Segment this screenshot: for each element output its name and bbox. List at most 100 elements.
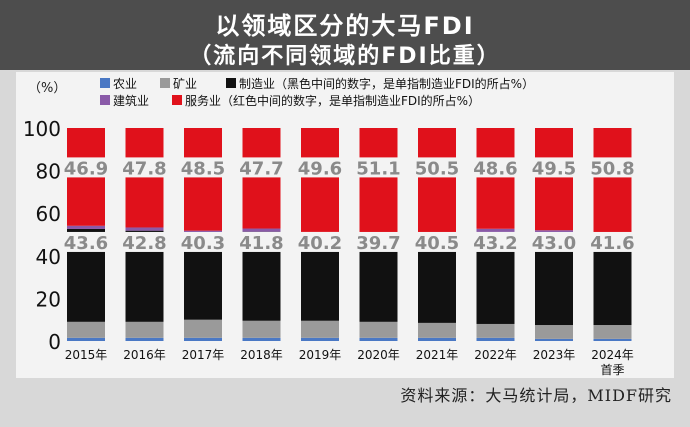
data-label: 39.7 [356, 233, 400, 254]
legend-swatch [172, 95, 182, 105]
chart-subtitle: （流向不同领域的FDI比重） [189, 44, 501, 69]
legend-label: 矿业 [173, 77, 197, 91]
bar-segment [242, 128, 281, 229]
label-band [297, 157, 343, 178]
y-tick-label: 40 [36, 245, 61, 269]
data-label: 40.2 [298, 233, 342, 254]
label-band [63, 231, 109, 252]
bar-segment [418, 337, 456, 341]
bar-segment [593, 128, 632, 234]
label-band [414, 231, 460, 252]
label-band [180, 157, 226, 178]
legend-label: 农业 [113, 77, 137, 91]
x-tick-label: 2021年 [416, 348, 459, 362]
label-band [355, 157, 402, 178]
bar-segment [125, 321, 164, 338]
bar-segment [67, 321, 105, 338]
bar-segment [535, 230, 573, 234]
legend-swatch [226, 78, 236, 88]
data-label: 43.2 [473, 233, 517, 254]
bar-segment [301, 128, 339, 232]
data-label: 43.0 [532, 233, 576, 254]
bar-segment [125, 337, 164, 341]
label-band [238, 231, 285, 252]
bar-segment [418, 128, 456, 234]
label-band [180, 231, 226, 252]
bar-segment [535, 325, 573, 339]
bar-segment [184, 319, 222, 338]
bar-segment [418, 322, 456, 338]
bar-segment [184, 337, 222, 341]
legend-label: 建筑业 [113, 93, 149, 108]
label-band [121, 231, 168, 252]
label-band [121, 157, 168, 178]
data-label: 48.6 [473, 158, 517, 179]
x-tick-label: 2016年 [123, 348, 166, 362]
legend-swatch [100, 95, 110, 105]
bar-segment [301, 337, 339, 341]
data-label: 49.6 [298, 158, 342, 179]
y-axis-label: （%） [28, 81, 66, 96]
x-tick-label: 2022年 [474, 348, 517, 362]
data-label: 50.5 [415, 158, 459, 179]
bar-segment [67, 225, 105, 229]
bar-segment [359, 321, 398, 338]
y-tick-label: 80 [36, 160, 61, 184]
legend-label: 服务业（红色中间的数字，是单指制造业FDI的所占%） [185, 93, 480, 108]
data-label: 49.5 [532, 158, 576, 179]
x-tick-label: 2019年 [299, 348, 342, 362]
bar-segment [125, 227, 164, 231]
legend-swatch [160, 78, 170, 88]
data-label: 41.6 [590, 233, 634, 254]
data-label: 42.8 [122, 233, 166, 254]
x-tick-label: 首季 [600, 363, 624, 377]
source-note: 资料来源：大马统计局，MIDF研究 [400, 386, 672, 405]
y-tick-label: 0 [48, 330, 61, 354]
x-tick-label: 2023年 [533, 348, 576, 362]
chart-panel: （%） 0 20 40 60 80 100 农业 矿业 制造业（黑色中间的数字，是单指制造业FDI… [16, 72, 674, 378]
bar-segment [184, 128, 222, 231]
bar-segment [301, 320, 339, 338]
label-band [531, 157, 577, 178]
legend-swatch [100, 78, 110, 88]
y-tick-label: 100 [23, 117, 61, 141]
x-tick-label: 2020年 [357, 348, 400, 362]
data-label: 40.3 [181, 233, 225, 254]
legend-label: 制造业（黑色中间的数字，是单指制造业FDI的所占%） [239, 76, 534, 91]
chart-title: 以领域区分的大马FDI [215, 12, 475, 40]
data-label: 46.9 [64, 158, 108, 179]
data-label: 41.8 [239, 233, 283, 254]
bar-segment [242, 337, 281, 341]
x-tick-label: 2015年 [65, 348, 108, 362]
bar-segment [242, 320, 281, 338]
bar-segment [359, 337, 398, 341]
data-label: 47.7 [239, 158, 283, 179]
title-bar: 以领域区分的大马FDI （流向不同领域的FDI比重） [0, 0, 690, 70]
data-label: 47.8 [122, 158, 166, 179]
bar-segment [476, 228, 515, 232]
bar-segment [535, 338, 573, 341]
bar-segment [476, 337, 515, 341]
x-tick-label: 2017年 [182, 348, 225, 362]
bar-segment [593, 325, 632, 339]
bar-segment [476, 128, 515, 229]
data-label: 43.6 [64, 233, 108, 254]
label-band [472, 157, 519, 178]
label-band [297, 231, 343, 252]
x-tick-label: 2024年 [591, 348, 634, 362]
data-label: 51.1 [356, 158, 400, 179]
data-label: 50.8 [590, 158, 634, 179]
bar-segment [593, 338, 632, 341]
bar-segment [535, 128, 573, 231]
bar-segment [242, 228, 281, 232]
data-label: 48.5 [181, 158, 225, 179]
bar-segment [67, 337, 105, 341]
bar-segment [359, 128, 398, 235]
chart-svg: （%） 0 20 40 60 80 100 农业 矿业 制造业（黑色中间的数字，是单指制造业FDI… [23, 76, 636, 377]
y-tick-label: 60 [36, 202, 61, 226]
bar-segment [476, 323, 515, 338]
data-label: 40.5 [415, 233, 459, 254]
label-band [414, 157, 460, 178]
label-band [589, 157, 636, 178]
